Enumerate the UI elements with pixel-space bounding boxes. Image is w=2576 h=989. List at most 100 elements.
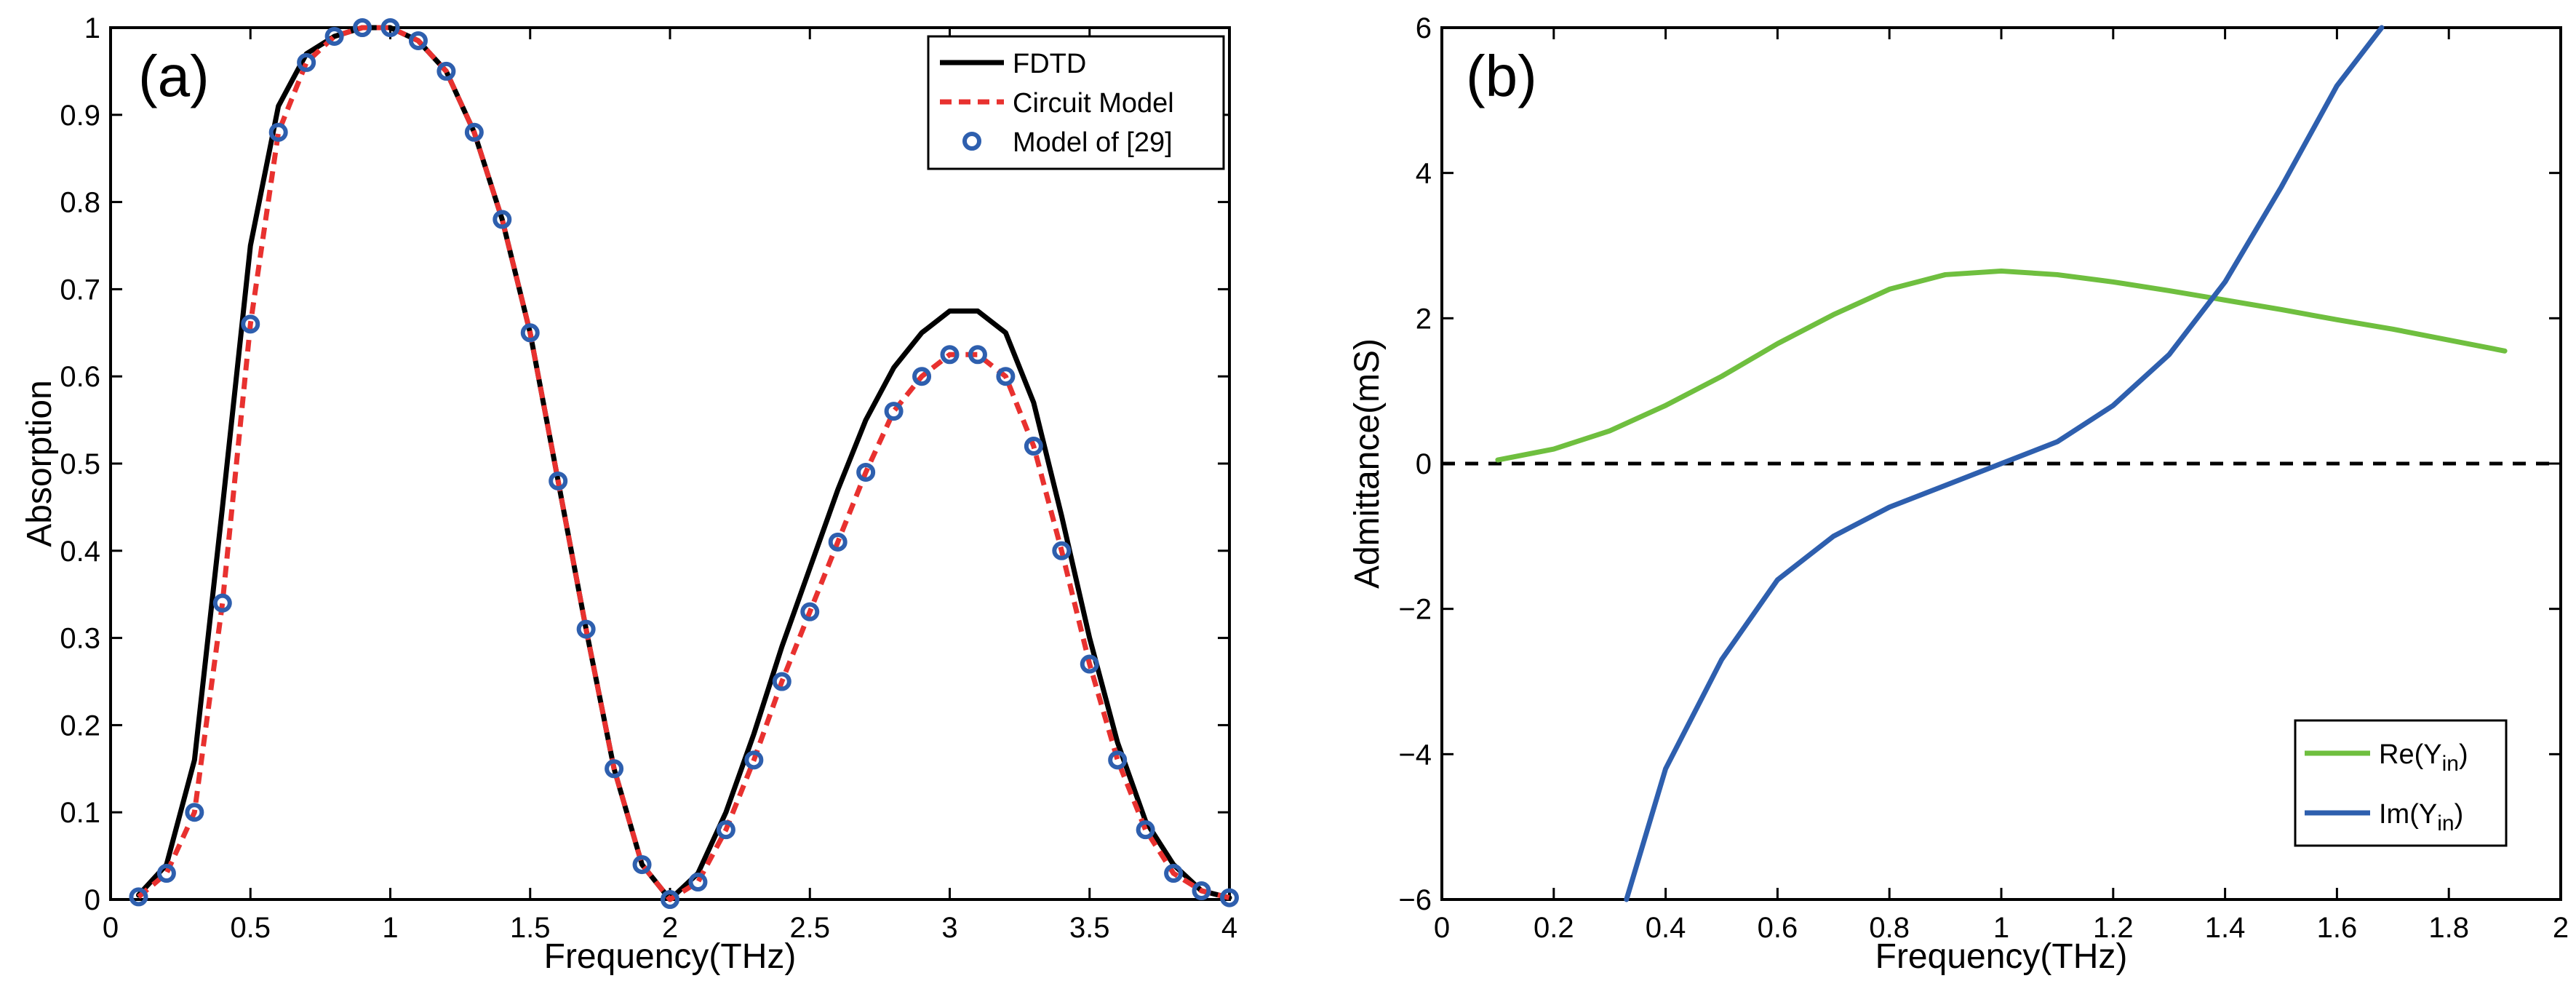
y-tick-label-a: 0.6 [60, 361, 100, 393]
data-point-model-of-29 [408, 31, 428, 50]
data-point-model-of-29 [856, 462, 876, 482]
data-point-model-of-29 [940, 345, 960, 365]
y-tick-label-a: 0 [84, 884, 100, 916]
data-point-model-of-29 [912, 367, 932, 386]
series-line-im-yin [1624, 25, 2385, 902]
data-point-model-of-29 [744, 750, 764, 770]
y-tick-label-a: 0.4 [60, 536, 100, 568]
data-point-model-of-29 [436, 61, 456, 81]
data-point-model-of-29 [212, 593, 232, 613]
x-tick-label-a: 4 [1221, 912, 1237, 944]
data-point-model-of-29 [661, 890, 679, 909]
data-point-model-of-29 [1192, 881, 1211, 901]
x-tick-label-b: 1.6 [2317, 912, 2358, 944]
x-tick-label-b: 1.2 [2093, 912, 2134, 944]
legend-label-re-yin-main: Re(Y [2379, 739, 2442, 770]
y-axis-title-a: Absorption [20, 380, 59, 547]
data-point-model-of-29 [1052, 541, 1072, 560]
x-tick-label-a: 2 [662, 912, 678, 944]
y-axis-title-b: Admittance(mS) [1348, 338, 1387, 589]
data-point-model-of-29 [380, 18, 400, 37]
data-point-model-of-29 [576, 619, 596, 639]
data-point-model-of-29 [968, 345, 987, 365]
y-tick-label-a: 1 [84, 12, 100, 44]
x-tick-label-b: 0.2 [1534, 912, 1574, 944]
data-point-model-of-29 [493, 210, 512, 229]
data-point-model-of-29 [828, 532, 848, 552]
y-tick-label-a: 0.3 [60, 623, 100, 655]
y-tick-label-a: 0.9 [60, 100, 100, 132]
data-point-model-of-29 [464, 122, 484, 142]
data-point-model-of-29 [632, 855, 652, 875]
data-point-model-of-29 [688, 873, 708, 892]
series-line-re-yin [1495, 268, 2508, 463]
y-tick-label-a: 0.5 [60, 448, 100, 480]
legend-label-re-yin-sub: in [2442, 752, 2459, 776]
y-tick-label-b: −2 [1398, 594, 1432, 626]
legend-swatch-model-29 [962, 132, 981, 151]
x-tick-label-a: 3 [941, 912, 957, 944]
data-point-model-of-29 [353, 18, 372, 37]
x-tick-label-b: 0.4 [1646, 912, 1686, 944]
series-line-circuit-model [137, 25, 1230, 902]
legend-b: Re(Yin) Im(Yin) [2294, 719, 2508, 847]
x-tick-label-b: 2 [2553, 912, 2569, 944]
legend-label-im-yin: Im(Yin) [2379, 799, 2463, 835]
series-line-fdtd [135, 25, 1232, 902]
x-tick-label-a: 1.5 [510, 912, 551, 944]
x-axis-title-b: Frequency(THz) [1875, 937, 2128, 976]
x-tick-label-a: 0.5 [230, 912, 271, 944]
panel-label-a: (a) [138, 44, 210, 108]
data-point-model-of-29 [297, 52, 316, 72]
legend-label-im-yin-close: ) [2455, 799, 2464, 830]
x-tick-label-a: 1 [382, 912, 398, 944]
data-point-model-of-29 [185, 803, 204, 822]
data-point-model-of-29 [129, 887, 148, 907]
legend-label-im-yin-main: Im(Y [2379, 799, 2437, 830]
y-tick-label-a: 0.8 [60, 187, 100, 219]
data-point-model-of-29 [324, 26, 344, 46]
data-point-model-of-29 [520, 323, 540, 343]
y-tick-label-a: 0.1 [60, 797, 100, 829]
plot-frame-a [109, 26, 1231, 901]
legend-label-circuit-model: Circuit Model [1013, 88, 1174, 119]
y-tick-label-a: 0.2 [60, 710, 100, 742]
data-point-model-of-29 [1164, 864, 1184, 883]
data-point-model-of-29 [884, 402, 904, 421]
x-tick-label-b: 0.8 [1869, 912, 1910, 944]
x-tick-label-b: 1.4 [2205, 912, 2246, 944]
data-point-model-of-29 [716, 820, 735, 840]
x-tick-label-a: 0 [103, 912, 119, 944]
legend-label-fdtd: FDTD [1013, 49, 1086, 79]
x-tick-label-b: 1 [1993, 912, 2009, 944]
legend-box-b [2294, 719, 2508, 847]
y-tick-label-b: 2 [1416, 303, 1432, 335]
data-point-model-of-29 [241, 314, 260, 334]
y-tick-label-b: −6 [1398, 884, 1432, 916]
x-tick-label-a: 2.5 [789, 912, 830, 944]
legend-label-re-yin: Re(Yin) [2379, 739, 2468, 776]
data-point-model-of-29 [800, 602, 820, 621]
x-tick-label-b: 0 [1434, 912, 1450, 944]
legend-label-im-yin-sub: in [2437, 811, 2454, 835]
data-point-model-of-29 [1108, 750, 1128, 770]
y-tick-label-b: 4 [1416, 158, 1432, 190]
y-tick-label-b: −4 [1398, 739, 1432, 771]
legend-label-re-yin-close: ) [2459, 739, 2468, 770]
y-tick-label-b: 6 [1416, 12, 1432, 44]
data-point-model-of-29 [549, 471, 568, 490]
panel-b: 0 0.2 0.4 0.6 0.8 1 1.2 1.4 1.6 1.8 2 −6 −4 −2 0 2 4 6 (… [1348, 12, 2569, 976]
data-point-model-of-29 [1136, 820, 1155, 840]
data-point-model-of-29 [1220, 888, 1239, 907]
data-point-model-of-29 [1080, 654, 1099, 674]
y-tick-label-a: 0.7 [60, 274, 100, 306]
legend-label-model-29: Model of [29] [1013, 127, 1173, 158]
data-point-model-of-29 [605, 759, 624, 779]
data-point-model-of-29 [1024, 437, 1043, 456]
data-point-model-of-29 [156, 864, 176, 883]
data-point-model-of-29 [268, 122, 288, 142]
data-point-model-of-29 [996, 367, 1016, 386]
legend-a: FDTD Circuit Model Model of [29] [927, 35, 1225, 170]
panel-a: 0 0.5 1 1.5 2 2.5 3 3.5 4 0 0.1 0.2 0.3 0.4 0.5 0.6 0.7… [20, 12, 1239, 976]
x-tick-label-b: 0.6 [1758, 912, 1798, 944]
